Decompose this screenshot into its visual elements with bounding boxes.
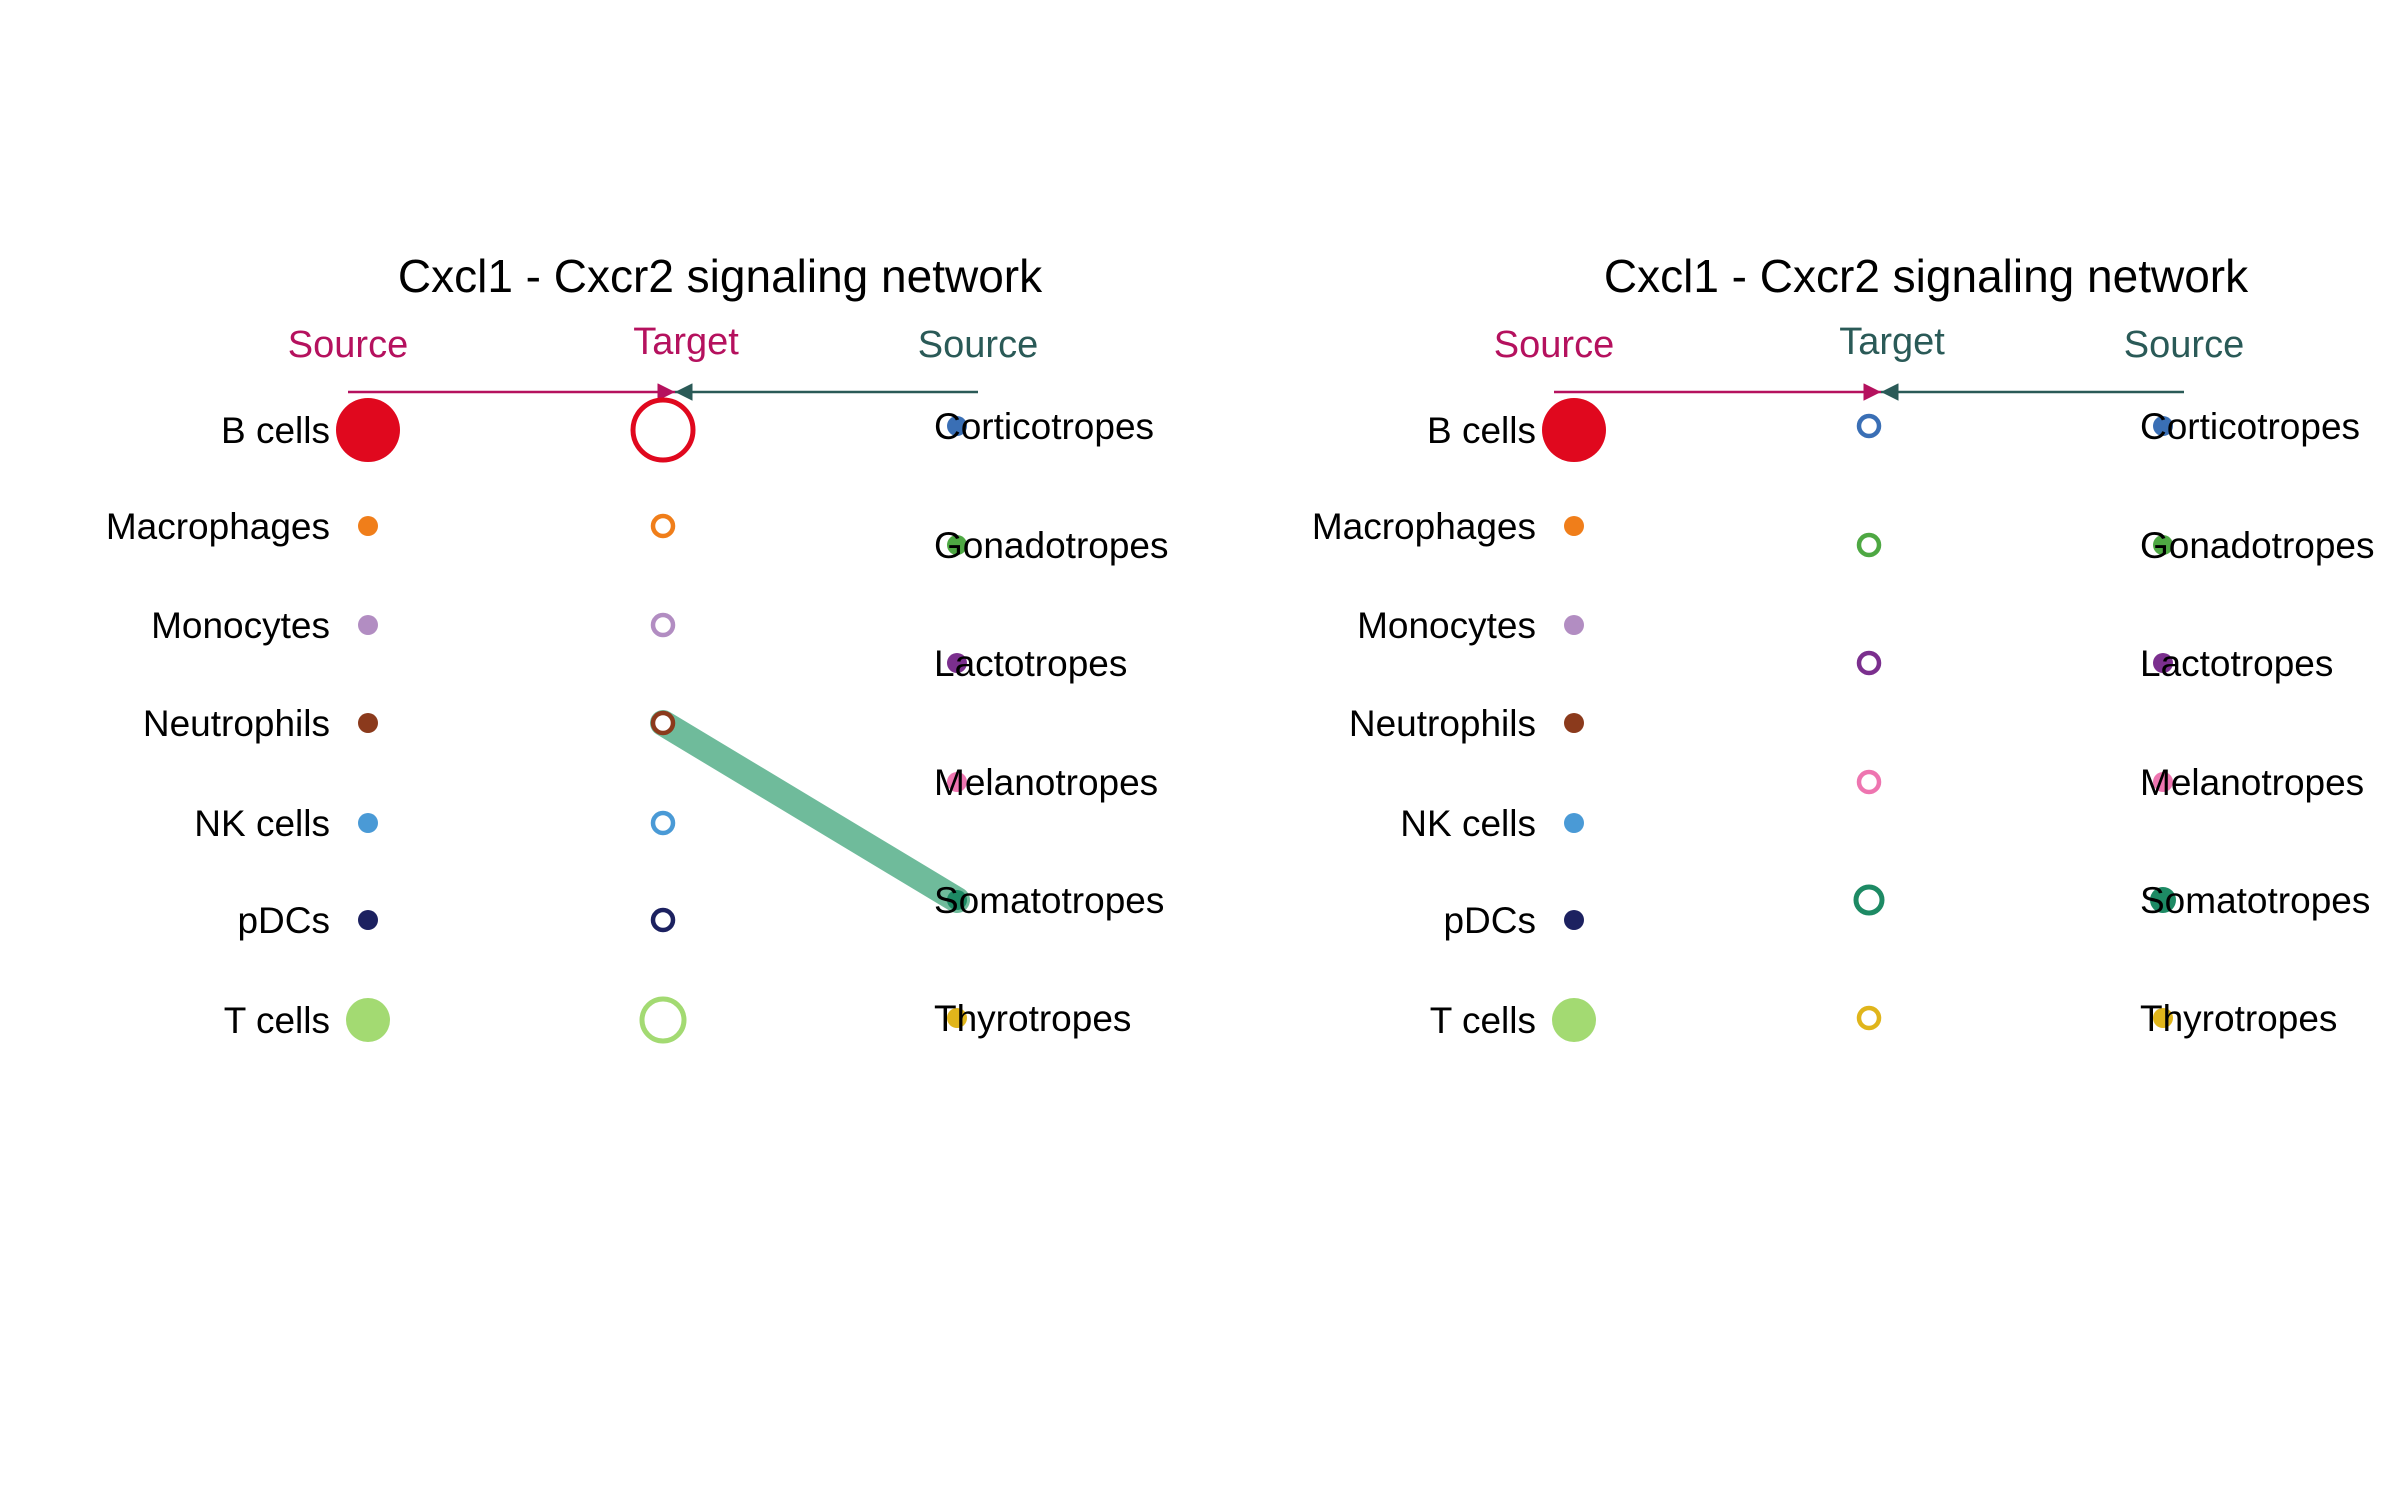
target-node bbox=[1856, 769, 1882, 795]
source-node bbox=[1542, 398, 1606, 462]
source-node bbox=[1564, 516, 1584, 536]
target-node bbox=[1856, 532, 1882, 558]
source-node-label: pDCs bbox=[237, 900, 330, 941]
source-node bbox=[336, 398, 400, 462]
source-node-label: Monocytes bbox=[1357, 605, 1536, 646]
source-node bbox=[358, 615, 378, 635]
source-node bbox=[1564, 713, 1584, 733]
target-node bbox=[630, 397, 696, 463]
right-source-node bbox=[2150, 887, 2176, 913]
right-source-node-label: Gonadotropes bbox=[934, 525, 1169, 566]
source-header-right: Source bbox=[2124, 324, 2244, 366]
target-node bbox=[1856, 650, 1882, 676]
panel-title: Cxcl1 - Cxcr2 signaling network bbox=[398, 250, 1043, 302]
left-node-column: B cells Macrophages Monocytes Neutrophils NK… bbox=[106, 398, 400, 1042]
target-node bbox=[650, 612, 676, 638]
right-source-node-label: Corticotropes bbox=[2140, 406, 2360, 447]
right-source-node bbox=[947, 890, 967, 910]
network-panel-left: Cxcl1 - Cxcr2 signaling network Source T… bbox=[106, 250, 1169, 1044]
source-node-label: pDCs bbox=[1443, 900, 1536, 941]
right-source-node-label: Lactotropes bbox=[2140, 643, 2333, 684]
source-node-label: Macrophages bbox=[1312, 506, 1536, 547]
right-source-node-label: Thyrotropes bbox=[2140, 998, 2337, 1039]
panel-title: Cxcl1 - Cxcr2 signaling network bbox=[1604, 250, 2249, 302]
source-node bbox=[346, 998, 390, 1042]
source-header-right: Source bbox=[918, 324, 1038, 366]
target-node bbox=[650, 810, 676, 836]
source-node-label: B cells bbox=[1427, 410, 1536, 451]
source-node-label: T cells bbox=[224, 1000, 330, 1041]
source-node bbox=[1564, 615, 1584, 635]
target-node bbox=[650, 710, 676, 736]
edge-line bbox=[650, 710, 970, 913]
target-node bbox=[650, 907, 676, 933]
target-header: Target bbox=[1839, 321, 1945, 363]
source-node-label: Monocytes bbox=[151, 605, 330, 646]
right-node-column: Corticotropes Gonadotropes Lactotropes Mela… bbox=[934, 406, 1169, 1039]
edge-layer bbox=[650, 710, 970, 913]
source-node-label: NK cells bbox=[1400, 803, 1536, 844]
source-node-label: NK cells bbox=[194, 803, 330, 844]
right-source-node-label: Thyrotropes bbox=[934, 998, 1131, 1039]
source-node bbox=[358, 516, 378, 536]
target-node-column bbox=[630, 397, 696, 1044]
source-node-label: Macrophages bbox=[106, 506, 330, 547]
source-node-label: Neutrophils bbox=[143, 703, 330, 744]
network-panel-right: Cxcl1 - Cxcr2 signaling network Source T… bbox=[1312, 250, 2375, 1042]
source-node bbox=[358, 813, 378, 833]
left-node-column: B cells Macrophages Monocytes Neutrophils NK… bbox=[1312, 398, 1606, 1042]
source-node-label: T cells bbox=[1430, 1000, 1536, 1041]
source-header-left: Source bbox=[1494, 324, 1614, 366]
target-node bbox=[1853, 884, 1885, 916]
target-header: Target bbox=[633, 321, 739, 363]
right-source-node bbox=[947, 535, 967, 555]
target-node-column bbox=[1853, 413, 1885, 1031]
right-source-node-label: Gonadotropes bbox=[2140, 525, 2375, 566]
source-node-label: B cells bbox=[221, 410, 330, 451]
source-node-label: Neutrophils bbox=[1349, 703, 1536, 744]
right-node-column: Corticotropes Gonadotropes Lactotropes Mela… bbox=[2140, 406, 2375, 1039]
right-source-node bbox=[2153, 653, 2173, 673]
right-source-node-label: Melanotropes bbox=[934, 762, 1158, 803]
right-source-node-label: Lactotropes bbox=[934, 643, 1127, 684]
right-source-node bbox=[947, 1008, 967, 1028]
right-source-node-label: Melanotropes bbox=[2140, 762, 2364, 803]
source-node bbox=[358, 910, 378, 930]
right-source-node-label: Corticotropes bbox=[934, 406, 1154, 447]
target-node bbox=[1856, 1005, 1882, 1031]
right-source-node bbox=[947, 416, 967, 436]
source-node bbox=[1564, 910, 1584, 930]
right-source-node bbox=[947, 653, 967, 673]
right-source-node bbox=[2153, 535, 2173, 555]
right-source-node-label: Somatotropes bbox=[934, 880, 1164, 921]
right-source-node bbox=[947, 772, 967, 792]
source-node bbox=[1564, 813, 1584, 833]
source-header-left: Source bbox=[288, 324, 408, 366]
target-node bbox=[639, 996, 687, 1044]
source-node bbox=[1552, 998, 1596, 1042]
right-source-node bbox=[2153, 416, 2173, 436]
target-node bbox=[650, 513, 676, 539]
right-source-node-label: Somatotropes bbox=[2140, 880, 2370, 921]
source-node bbox=[358, 713, 378, 733]
right-source-node bbox=[2153, 772, 2173, 792]
right-source-node bbox=[2153, 1008, 2173, 1028]
target-node bbox=[1856, 413, 1882, 439]
